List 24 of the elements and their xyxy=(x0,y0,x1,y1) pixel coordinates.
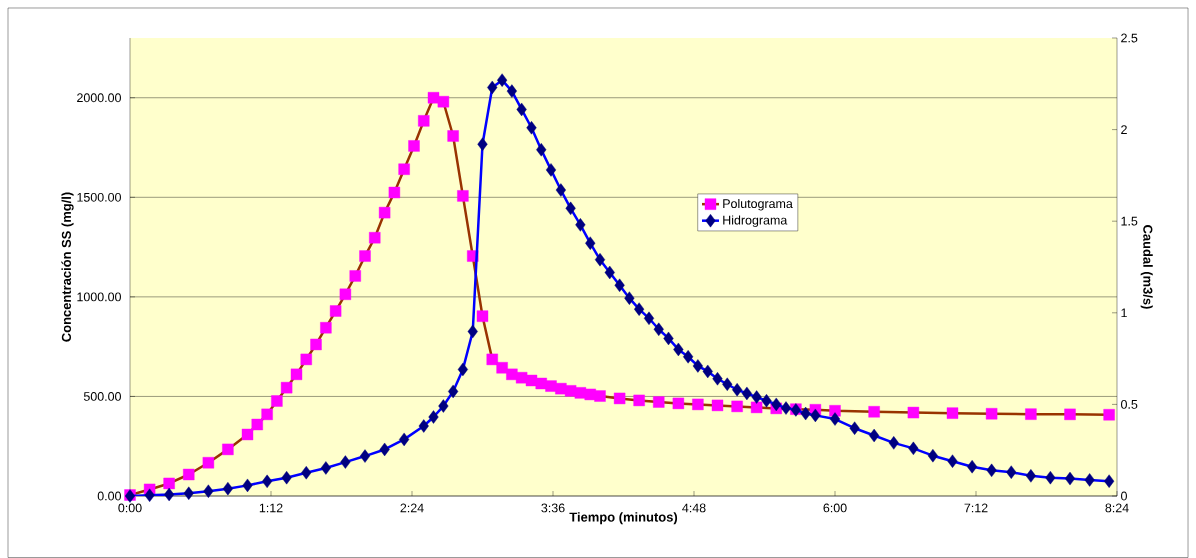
x-tick-label: 7:12 xyxy=(964,503,988,513)
y2-tick-label: 0.5 xyxy=(1121,400,1138,409)
x-tick-label: 1:12 xyxy=(259,503,283,513)
y2-tick-label: 0 xyxy=(1121,491,1127,501)
y-tick-label: 500.00 xyxy=(83,392,121,401)
y2-tick-label: 2.5 xyxy=(1121,33,1138,43)
x-tick-label: 6:00 xyxy=(823,503,847,513)
x-tick-label: 0:00 xyxy=(118,503,142,513)
y-tick-label: 2000.00 xyxy=(77,93,121,103)
y-axis-title: Concentración SS (mg/l) xyxy=(61,192,74,342)
y-tick-label: 1500.00 xyxy=(77,192,121,202)
y2-axis-title: Caudal (m3/s) xyxy=(1140,225,1153,309)
y2-tick-label: 1 xyxy=(1121,308,1127,318)
x-tick-label: 2:24 xyxy=(400,503,424,513)
x-tick-label: 4:48 xyxy=(682,503,706,513)
y-tick-label: 0.00 xyxy=(97,491,121,501)
x-tick-label: 3:36 xyxy=(541,503,565,513)
y2-tick-label: 2 xyxy=(1121,125,1127,134)
x-tick-label: 8:24 xyxy=(1105,503,1129,513)
legend-label: Hidrograma xyxy=(723,215,788,228)
y2-tick-label: 1.5 xyxy=(1121,216,1138,226)
x-axis-title: Tiempo (minutos) xyxy=(569,512,678,525)
legend-label: Polutograma xyxy=(723,198,793,211)
y-tick-label: 1000.00 xyxy=(77,292,121,302)
